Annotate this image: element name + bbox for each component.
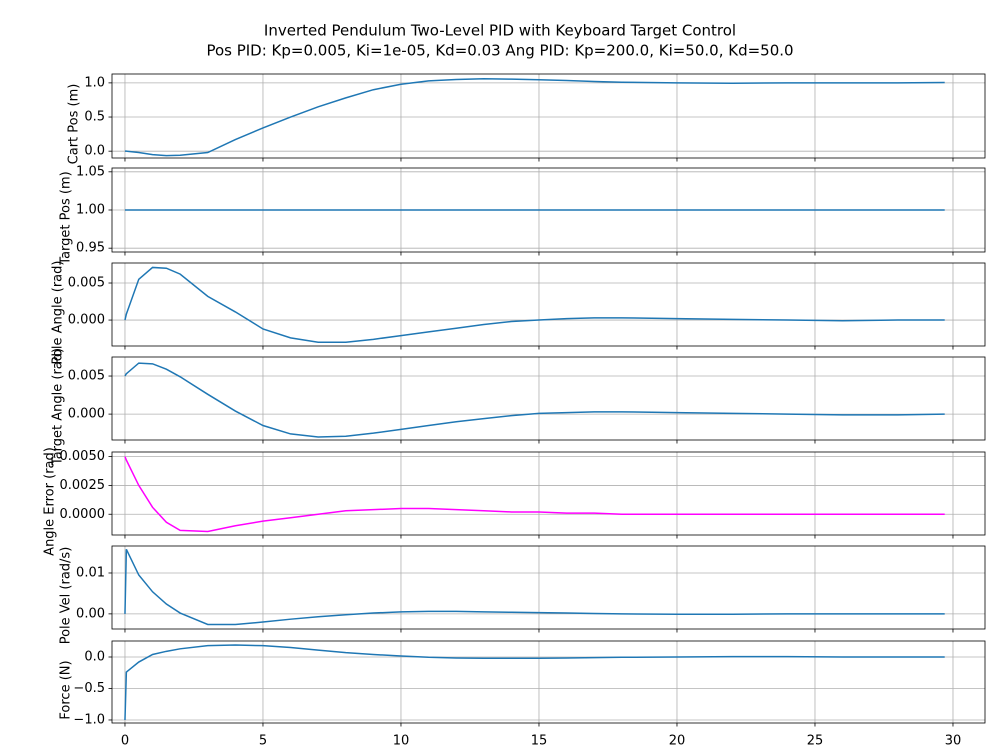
y-tick-label: 1.0 — [84, 75, 105, 90]
title: Inverted Pendulum Two-Level PID with Key… — [264, 22, 736, 40]
line-series — [124, 548, 945, 626]
x-tick-label: 5 — [259, 734, 267, 749]
y-tick-label: 0.95 — [76, 241, 105, 256]
axes-frame — [111, 356, 986, 441]
x-tick-label: 20 — [669, 734, 686, 749]
y-tick-label: 0.000 — [68, 313, 105, 328]
y-tick-label: 0.000 — [68, 407, 105, 422]
y-tick-label: 0.005 — [68, 369, 105, 384]
y-tick-label: 0.0025 — [60, 478, 106, 493]
axes-frame — [111, 640, 986, 724]
line-series — [124, 456, 945, 533]
axes-frame — [111, 545, 986, 630]
y-tick-label: 1.00 — [76, 203, 105, 218]
line-series — [124, 78, 945, 157]
y-tick-label: 0.01 — [76, 565, 105, 580]
y-tick-label: 0.5 — [84, 110, 105, 125]
y-tick-label: 1.05 — [76, 164, 105, 179]
axes-frame — [111, 451, 986, 536]
y-axis-label: Target Pos (m) — [59, 171, 74, 265]
axes-frame — [111, 262, 986, 347]
x-tick-label: 10 — [393, 734, 410, 749]
y-tick-label: 0.005 — [68, 276, 105, 291]
y-tick-label: 0.0050 — [60, 449, 106, 464]
x-tick-label: 0 — [121, 734, 129, 749]
x-tick-label: 30 — [945, 734, 962, 749]
y-axis-label: Target Angle (rad) — [51, 348, 66, 466]
y-tick-label: 0.00 — [76, 606, 105, 621]
y-axis-label: Pole Vel (rad/s) — [59, 547, 74, 645]
line-series — [124, 266, 945, 344]
x-tick-label: 15 — [531, 734, 548, 749]
axes-frame — [111, 73, 986, 159]
line-series — [124, 362, 945, 438]
y-tick-label: 0.0 — [84, 649, 105, 664]
y-tick-label: 0.0000 — [60, 507, 106, 522]
y-axis-label: Angle Error (rad) — [43, 447, 58, 556]
y-axis-label: Force (N) — [59, 660, 74, 719]
y-axis-label: Cart Pos (m) — [67, 84, 82, 165]
subtitle: Pos PID: Kp=0.005, Ki=1e-05, Kd=0.03 Ang… — [206, 42, 793, 60]
y-tick-label: −0.5 — [73, 681, 105, 696]
y-axis-label: Pole Angle (rad) — [51, 261, 66, 365]
axes-frame — [111, 167, 986, 253]
x-tick-label: 25 — [807, 734, 824, 749]
y-tick-label: 0.0 — [84, 144, 105, 159]
line-series — [124, 644, 945, 721]
y-tick-label: −1.0 — [73, 712, 105, 727]
